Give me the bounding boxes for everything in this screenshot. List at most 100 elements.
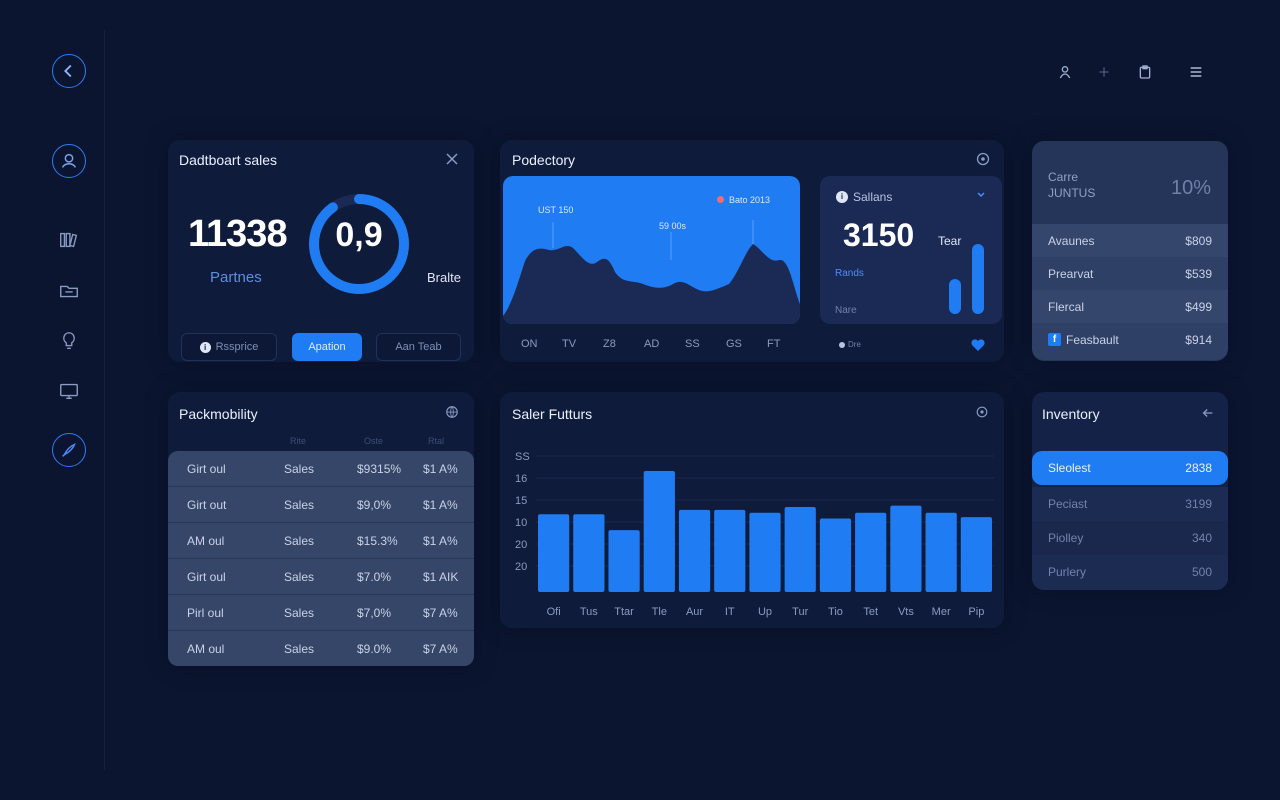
settings-icon — [976, 406, 988, 418]
area-x-label: ON — [521, 338, 538, 350]
user-icon — [61, 153, 77, 168]
back-arrow-icon — [64, 64, 72, 78]
ideas-nav[interactable] — [52, 324, 86, 358]
stat-row[interactable]: f Feasbault $914 — [1032, 323, 1228, 360]
bar-mark — [819, 518, 852, 592]
area-x-label: GS — [726, 338, 742, 350]
response-button[interactable]: i Rssprice — [181, 333, 277, 361]
bar-mark — [714, 509, 746, 592]
back-button[interactable] — [52, 54, 86, 88]
inventory-back-button[interactable] — [1201, 406, 1215, 420]
sidebar-divider — [104, 30, 105, 770]
mini-title: Sallans — [853, 190, 893, 204]
area-annotation-3: Bato 2013 — [729, 195, 771, 205]
table-header: Rtal — [428, 436, 445, 446]
monitor-icon — [60, 383, 78, 400]
lightbulb-icon — [63, 332, 75, 350]
aan-teab-button-label: Aan Teab — [395, 341, 442, 353]
user-top-button[interactable] — [1055, 62, 1075, 82]
stat-row[interactable]: Avaunes $809 — [1032, 224, 1228, 257]
donut-progress-arc — [309, 194, 409, 294]
sales-card-title: Dadtboart sales — [179, 152, 278, 168]
info-icon: i — [199, 341, 211, 353]
response-button-label: Rssprice — [215, 341, 259, 353]
settings-icon — [976, 152, 990, 166]
table-header: Oste — [364, 436, 384, 446]
add-button[interactable] — [1094, 62, 1114, 82]
plus-icon — [1099, 67, 1109, 77]
mobility-settings-button[interactable] — [445, 405, 459, 419]
table-cell: Girt out — [187, 498, 227, 512]
monitor-nav[interactable] — [52, 374, 86, 408]
bar-mark — [925, 512, 957, 592]
bar-y-tick-label: 10 — [515, 517, 527, 529]
bar-mark — [643, 471, 675, 592]
mini-bar — [949, 279, 961, 314]
table-cell: Sales — [284, 606, 315, 620]
bar-mark — [678, 509, 711, 592]
table-row[interactable]: Girt out Sales $9,0% $1 A% — [169, 487, 473, 522]
legend-dot — [839, 342, 845, 348]
table-row[interactable]: Girt oul Sales $7.0% $1 AIK — [169, 559, 473, 594]
futures-settings-button[interactable] — [975, 405, 989, 419]
inventory-row-active[interactable]: Sleolest 2838 — [1032, 451, 1228, 485]
launch-nav[interactable] — [52, 433, 86, 467]
table-row[interactable]: AM oul Sales $9.0% $7 A% — [169, 631, 473, 666]
inventory-row-label: Purlery — [1048, 565, 1087, 579]
bar-mark — [573, 514, 605, 592]
bar-chart: SS 16 15 10 20 20 Ofi Tus Ttar Tle Aur IT Up Tur Tio Te… — [500, 440, 1004, 625]
mini-legend-label: Dre — [848, 340, 861, 349]
mini-dropdown-button[interactable] — [976, 186, 986, 198]
productory-card-title: Podectory — [512, 152, 576, 168]
favorite-button[interactable] — [970, 338, 986, 352]
folder-nav[interactable] — [52, 274, 86, 308]
inventory-row[interactable]: Piolley 340 — [1032, 521, 1228, 555]
table-cell: $9,0% — [357, 498, 392, 512]
stat-row-label: Avaunes — [1048, 234, 1095, 248]
donut-value: 0,9 — [335, 216, 383, 254]
table-cell: Girt oul — [187, 570, 226, 584]
table-row[interactable]: AM oul Sales $15.3% $1 A% — [169, 523, 473, 558]
mini-sub-label: Rands — [835, 268, 864, 279]
inventory-card-title: Inventory — [1042, 406, 1100, 422]
table-cell: $7 A% — [423, 642, 458, 656]
inventory-row[interactable]: Peciast 3199 — [1032, 487, 1228, 521]
table-row[interactable]: Pirl oul Sales $7,0% $7 A% — [169, 595, 473, 630]
menu-button[interactable] — [1186, 62, 1206, 82]
productory-settings-button[interactable] — [975, 151, 991, 167]
stat-row[interactable]: Flercal $499 — [1032, 290, 1228, 323]
stat-label-bottom: JUNTUS — [1048, 186, 1096, 200]
sales-big-label: Partnes — [210, 269, 262, 286]
table-cell: Girt oul — [187, 462, 226, 476]
arrow-left-icon — [1202, 409, 1213, 417]
profile-nav[interactable] — [52, 144, 86, 178]
inventory-row-label: Peciast — [1048, 497, 1088, 511]
library-nav[interactable] — [52, 223, 86, 257]
table-cell: Sales — [284, 642, 315, 656]
stat-label-top: Carre — [1048, 170, 1079, 184]
area-x-label: Z8 — [603, 338, 616, 350]
area-x-label: SS — [685, 338, 700, 350]
close-button[interactable] — [444, 151, 460, 167]
bar-chart-svg: SS 16 15 10 20 20 Ofi Tus Ttar Tle Aur IT Up Tur Tio Te… — [515, 451, 994, 618]
inventory-row[interactable]: Purlery 500 — [1032, 555, 1228, 590]
bar-x-tick-label: Ttar — [614, 606, 634, 618]
sales-card — [168, 140, 474, 362]
area-x-label: FT — [767, 338, 781, 350]
mini-tear-label: Tear — [938, 234, 962, 248]
folder-icon — [60, 285, 78, 298]
sales-donut — [308, 193, 410, 295]
mini-stat-card — [820, 176, 1002, 324]
table-cell: AM oul — [187, 534, 225, 548]
aan-teab-button[interactable]: Aan Teab — [376, 333, 461, 361]
table-cell: $1 A% — [423, 498, 458, 512]
bar-mark — [608, 530, 640, 592]
apation-button[interactable]: Apation — [292, 333, 362, 361]
table-row[interactable]: Girt oul Sales $9315% $1 A% — [169, 451, 473, 486]
stat-row-value: $914 — [1185, 333, 1212, 347]
chevron-down-icon — [977, 192, 985, 198]
stat-row[interactable]: Prearvat $539 — [1032, 257, 1228, 290]
stat-row-label: Flercal — [1048, 300, 1085, 314]
stat-row-value: $809 — [1185, 234, 1212, 248]
clipboard-button[interactable] — [1135, 62, 1155, 82]
